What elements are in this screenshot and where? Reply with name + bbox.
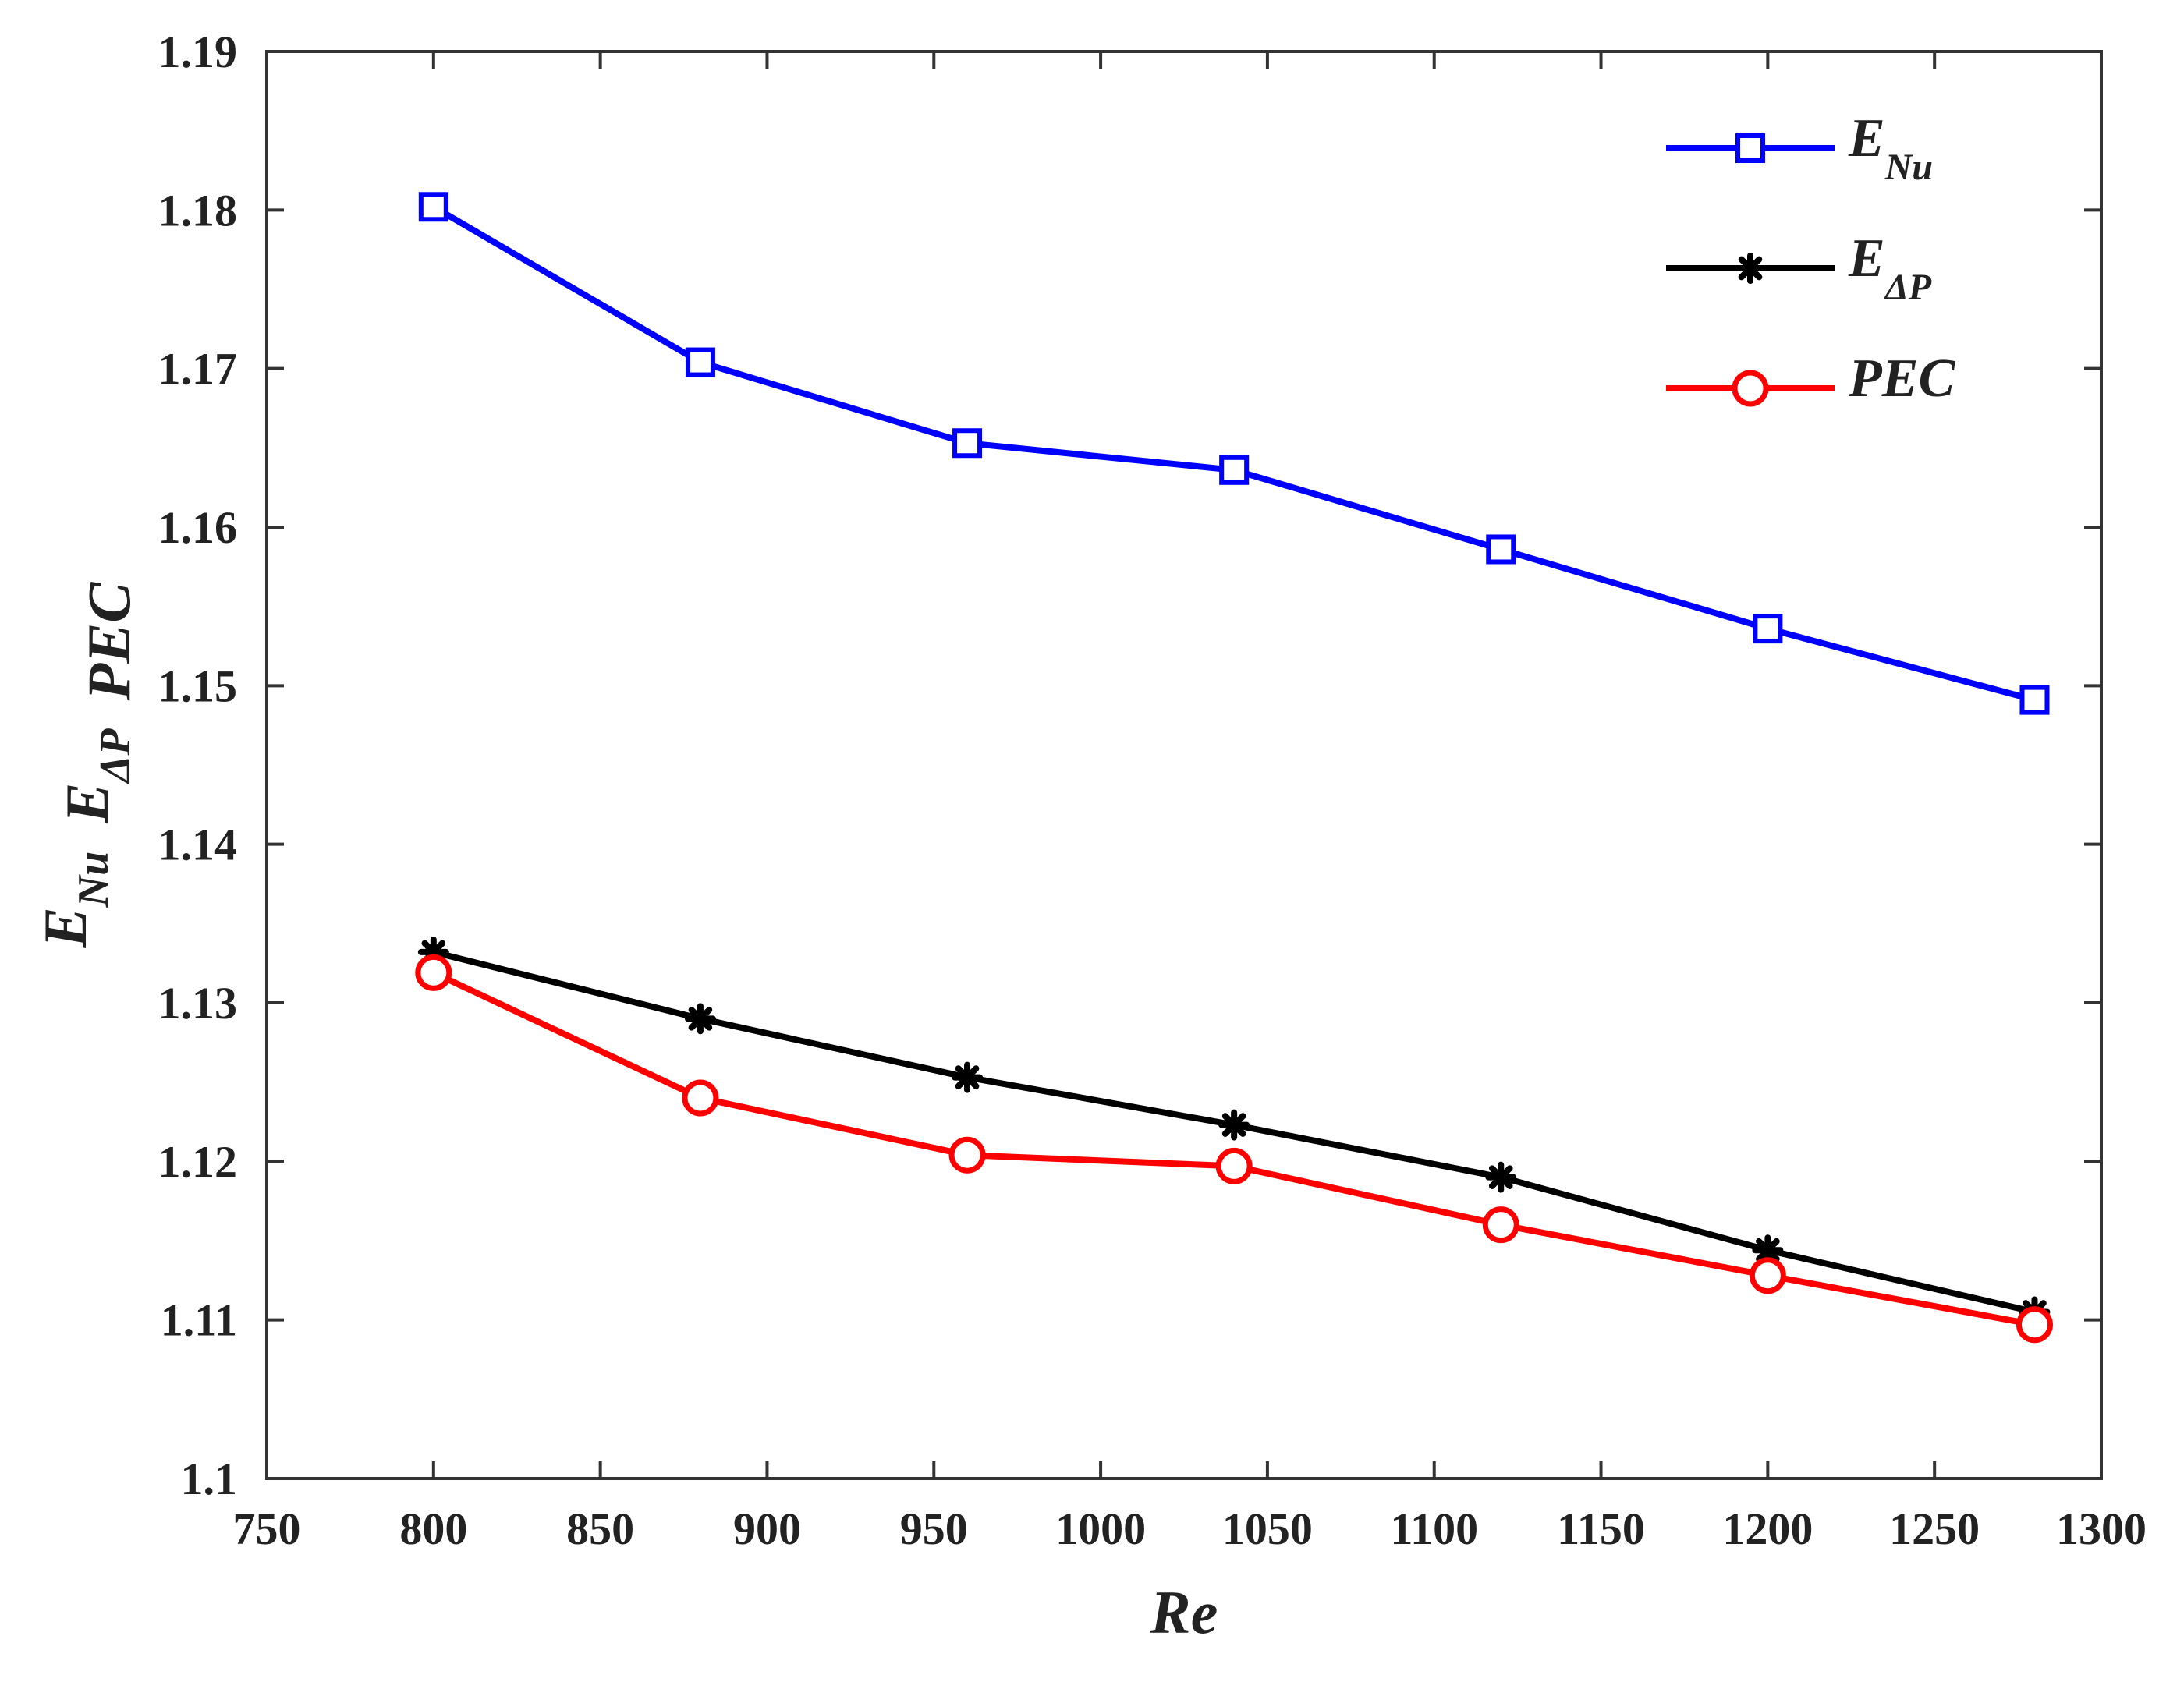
- data-point-pec: [1215, 1147, 1253, 1184]
- data-point-edp: [1752, 1234, 1784, 1266]
- x-tick-label: 1150: [1557, 1503, 1645, 1554]
- y-axis-title-part: E: [53, 783, 121, 824]
- y-axis-title: ENuEΔPPEC: [31, 582, 143, 949]
- data-point-enu: [418, 192, 448, 222]
- x-tick-label: 1250: [1889, 1503, 1980, 1554]
- legend-marker-pec: [1732, 370, 1769, 407]
- data-point-pec: [415, 954, 452, 991]
- data-point-pec: [1482, 1206, 1519, 1244]
- data-point-enu: [2019, 685, 2050, 715]
- data-point-pec: [2016, 1306, 2053, 1344]
- x-tick-label: 1300: [2056, 1503, 2147, 1554]
- y-axis-title-subscript: Nu: [69, 852, 118, 908]
- x-tick-label: 750: [233, 1503, 301, 1554]
- ticks-layer: 750 800 850 900 950 1000 1050 1100 1150 1200 1250 1…: [158, 27, 2147, 1554]
- x-axis-title: Re: [1150, 1578, 1218, 1646]
- legend-label-pec: PEC: [1848, 349, 1955, 409]
- x-tick-label: 950: [900, 1503, 968, 1554]
- data-point-enu: [1486, 534, 1516, 565]
- data-point-enu: [685, 347, 715, 377]
- x-tick-label: 1000: [1055, 1503, 1146, 1554]
- y-tick-label: 1.19: [158, 27, 238, 77]
- y-tick-label: 1.13: [158, 978, 238, 1029]
- legend-label-edp: EΔP: [1848, 228, 1932, 308]
- y-tick-label: 1.15: [158, 660, 238, 711]
- x-tick-label: 1050: [1222, 1503, 1313, 1554]
- x-tick-label: 1200: [1722, 1503, 1813, 1554]
- y-axis-title-part: PEC: [75, 582, 143, 702]
- legend-marker-edp: [1735, 253, 1766, 284]
- y-axis-title-subscript: ΔP: [91, 728, 140, 784]
- y-tick-label: 1.12: [158, 1136, 238, 1187]
- y-tick-label: 1.16: [158, 502, 238, 553]
- legend-marker-enu: [1736, 133, 1765, 163]
- data-point-pec: [948, 1136, 986, 1174]
- series-layer: [415, 192, 2053, 1344]
- data-point-enu: [1219, 455, 1250, 485]
- plot-frame: [265, 50, 2103, 1480]
- x-tick-label: 1100: [1390, 1503, 1478, 1554]
- data-point-pec: [1749, 1257, 1786, 1294]
- y-tick-label: 1.18: [158, 185, 238, 235]
- data-point-enu: [1753, 614, 1783, 644]
- y-tick-label: 1.17: [158, 344, 238, 395]
- y-axis-title-part: E: [31, 907, 99, 948]
- data-point-edp: [1485, 1161, 1517, 1193]
- x-tick-label: 900: [733, 1503, 801, 1554]
- y-tick-label: 1.14: [158, 820, 238, 870]
- data-point-edp: [952, 1061, 984, 1093]
- data-point-pec: [682, 1079, 719, 1117]
- legend-label-enu: ENu: [1848, 108, 1933, 188]
- legend: ENu EΔP PEC: [1666, 108, 1955, 409]
- x-tick-label: 800: [399, 1503, 467, 1554]
- data-point-edp: [1218, 1109, 1250, 1141]
- x-tick-label: 850: [566, 1503, 634, 1554]
- y-tick-label: 1.11: [161, 1295, 237, 1346]
- data-point-edp: [684, 1003, 716, 1035]
- data-point-enu: [952, 428, 983, 459]
- y-tick-label: 1.1: [181, 1454, 238, 1504]
